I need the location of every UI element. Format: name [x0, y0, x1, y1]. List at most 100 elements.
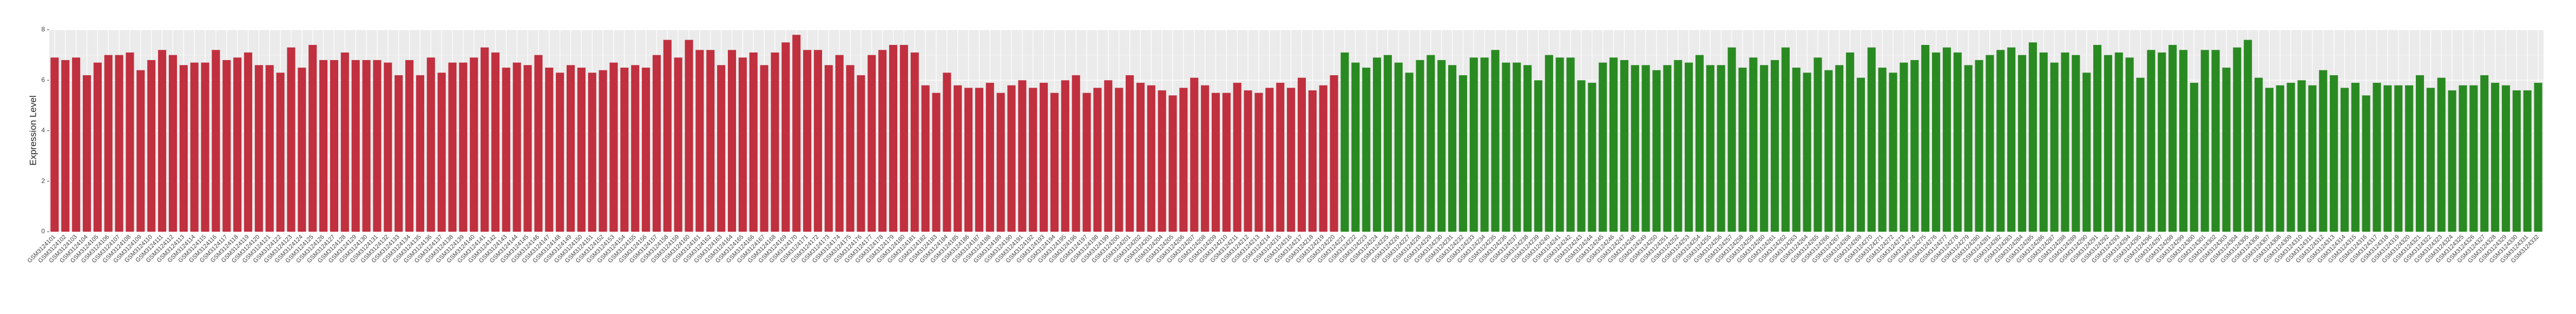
bar	[1190, 77, 1199, 232]
bar	[642, 67, 650, 232]
bar	[1695, 55, 1704, 232]
bar	[1394, 62, 1403, 232]
bar	[470, 57, 478, 232]
bar	[512, 62, 521, 232]
bar	[82, 75, 91, 232]
bar	[319, 60, 328, 232]
bar	[2415, 75, 2424, 232]
bar	[298, 67, 306, 232]
bar	[1362, 67, 1371, 232]
bar	[1620, 60, 1628, 232]
bar	[1469, 57, 1478, 232]
bar	[2254, 77, 2263, 232]
bar	[1244, 90, 1252, 232]
bar	[104, 55, 113, 232]
bar	[2082, 73, 2091, 232]
bar	[136, 70, 145, 232]
bar	[340, 52, 349, 232]
bar	[1136, 82, 1145, 232]
bar	[2373, 82, 2381, 232]
bar	[2319, 70, 2328, 232]
bar	[1147, 85, 1155, 232]
bar	[2276, 85, 2284, 232]
bar	[1523, 65, 1532, 232]
bar	[1040, 82, 1048, 232]
bar	[1545, 55, 1553, 232]
bar	[1437, 60, 1446, 232]
bar	[1104, 80, 1113, 232]
bar	[792, 35, 801, 232]
bar	[964, 88, 973, 232]
bar	[2222, 67, 2231, 232]
bar	[1427, 55, 1435, 232]
bar	[1050, 93, 1059, 232]
bar	[1233, 82, 1241, 232]
bar	[1749, 57, 1758, 232]
bar	[330, 60, 339, 232]
bar	[868, 55, 876, 232]
bar	[1115, 88, 1123, 232]
bar	[2340, 88, 2349, 232]
bar	[1491, 50, 1500, 232]
bar	[212, 50, 220, 232]
bar	[2039, 52, 2048, 232]
bar	[2050, 62, 2059, 232]
bar	[1308, 90, 1317, 232]
bar	[2211, 50, 2220, 232]
bar	[502, 67, 510, 232]
bar	[727, 50, 737, 232]
bar	[1029, 88, 1037, 232]
bar	[276, 73, 285, 232]
bar	[2405, 85, 2414, 232]
bar	[61, 60, 70, 232]
bar	[2469, 85, 2478, 232]
bar	[1513, 62, 1521, 232]
bar	[577, 67, 586, 232]
bar	[2072, 55, 2080, 232]
bar	[1717, 65, 1725, 232]
y-tick-label: 4	[41, 127, 45, 134]
bar	[1900, 62, 1908, 232]
bar	[2168, 44, 2177, 232]
bar	[566, 65, 575, 232]
bar	[835, 55, 844, 232]
bar	[93, 62, 102, 232]
bar	[1760, 65, 1769, 232]
y-tick-label: 6	[41, 76, 45, 83]
bar	[1372, 57, 1382, 232]
bar	[1771, 60, 1779, 232]
bar	[1685, 62, 1693, 232]
bar	[265, 65, 274, 232]
bar	[1609, 57, 1618, 232]
bar	[2308, 85, 2317, 232]
bar	[1319, 85, 1328, 232]
bar	[2480, 75, 2489, 232]
bar	[824, 65, 833, 232]
bar	[749, 52, 758, 232]
bar	[1846, 52, 1855, 232]
bar	[652, 55, 661, 232]
bar	[878, 50, 887, 232]
bar	[168, 55, 178, 232]
bar	[932, 93, 941, 232]
bar	[1577, 80, 1586, 232]
bar	[1975, 60, 1983, 232]
bar	[448, 62, 457, 232]
bar	[1082, 93, 1091, 232]
bar	[2158, 52, 2166, 232]
bar	[1889, 73, 1897, 232]
bar	[717, 65, 726, 232]
bar	[1942, 47, 1951, 232]
bar	[889, 44, 898, 232]
bar	[2394, 85, 2403, 232]
bar	[910, 52, 919, 232]
bar	[857, 75, 865, 232]
y-tick-label: 0	[41, 227, 45, 235]
bar	[1652, 70, 1661, 232]
bar	[556, 73, 564, 232]
bar	[405, 60, 414, 232]
bar	[2383, 85, 2392, 232]
bar	[975, 88, 983, 232]
bar	[2523, 90, 2532, 232]
